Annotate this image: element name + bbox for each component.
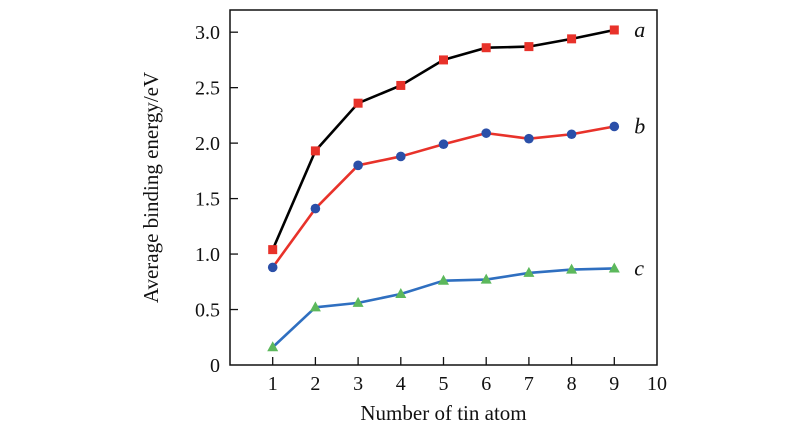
- x-tick-label: 9: [609, 373, 619, 395]
- x-tick-label: 7: [524, 373, 534, 395]
- series-a-point: [396, 80, 406, 90]
- series-c-point: [608, 262, 620, 273]
- series-b-point: [438, 139, 449, 150]
- series-b-point: [267, 262, 278, 273]
- series-a-point: [481, 43, 491, 53]
- series-a-point: [268, 245, 278, 255]
- series-c-point: [480, 273, 492, 284]
- series-b-point: [524, 133, 534, 144]
- y-tick-label: 1.5: [195, 189, 220, 211]
- series-c-point: [523, 266, 535, 277]
- series-markers: [267, 25, 620, 352]
- series-a-point: [567, 34, 577, 44]
- x-tick-label: 4: [396, 373, 406, 395]
- series-b-label: b: [634, 113, 645, 138]
- x-tick-label: 1: [268, 373, 278, 395]
- series-c-point: [438, 274, 449, 285]
- y-tick-label: 3.0: [195, 22, 220, 44]
- series-b-point: [396, 151, 406, 162]
- x-tick-label: 3: [353, 373, 363, 395]
- series-b-point: [310, 203, 321, 214]
- x-tick-label: 2: [310, 373, 320, 395]
- y-tick-label: 2.5: [195, 78, 220, 100]
- y-tick-label: 0: [210, 355, 220, 377]
- y-tick-label: 0.5: [195, 300, 220, 322]
- series-labels: a b c: [634, 17, 645, 281]
- y-tick-label: 2.0: [195, 133, 220, 155]
- series-b-point: [609, 121, 620, 132]
- series-c-point: [395, 288, 407, 298]
- series-b-point: [566, 129, 577, 140]
- series-lines: [271, 28, 615, 349]
- series-c-point: [309, 301, 321, 312]
- x-tick-label: 6: [481, 373, 491, 395]
- series-c-point: [352, 296, 364, 307]
- x-axis-ticks: 1 2 3 4 5 6 7 8 9 10: [268, 357, 667, 395]
- series-c-point: [267, 341, 279, 352]
- series-a-point: [310, 146, 320, 156]
- x-tick-label: 10: [647, 373, 667, 395]
- series-b-point: [481, 128, 492, 138]
- series-a-point: [524, 42, 534, 52]
- series-a-label: a: [634, 17, 645, 42]
- x-axis-label: Number of tin atom: [360, 401, 526, 425]
- y-tick-label: 1.0: [195, 244, 220, 266]
- x-tick-label: 8: [567, 373, 577, 395]
- y-axis-ticks: 0 0.5 1.0 1.5 2.0 2.5 3.0: [195, 22, 238, 377]
- series-a-point: [609, 25, 619, 35]
- series-a-point: [439, 55, 448, 65]
- series-a-point: [353, 98, 363, 108]
- y-axis-label: Average binding energy/eV: [139, 72, 163, 303]
- series-c-label: c: [634, 255, 644, 280]
- x-tick-label: 5: [439, 373, 449, 395]
- series-c-point: [566, 263, 578, 274]
- series-b-point: [353, 160, 363, 171]
